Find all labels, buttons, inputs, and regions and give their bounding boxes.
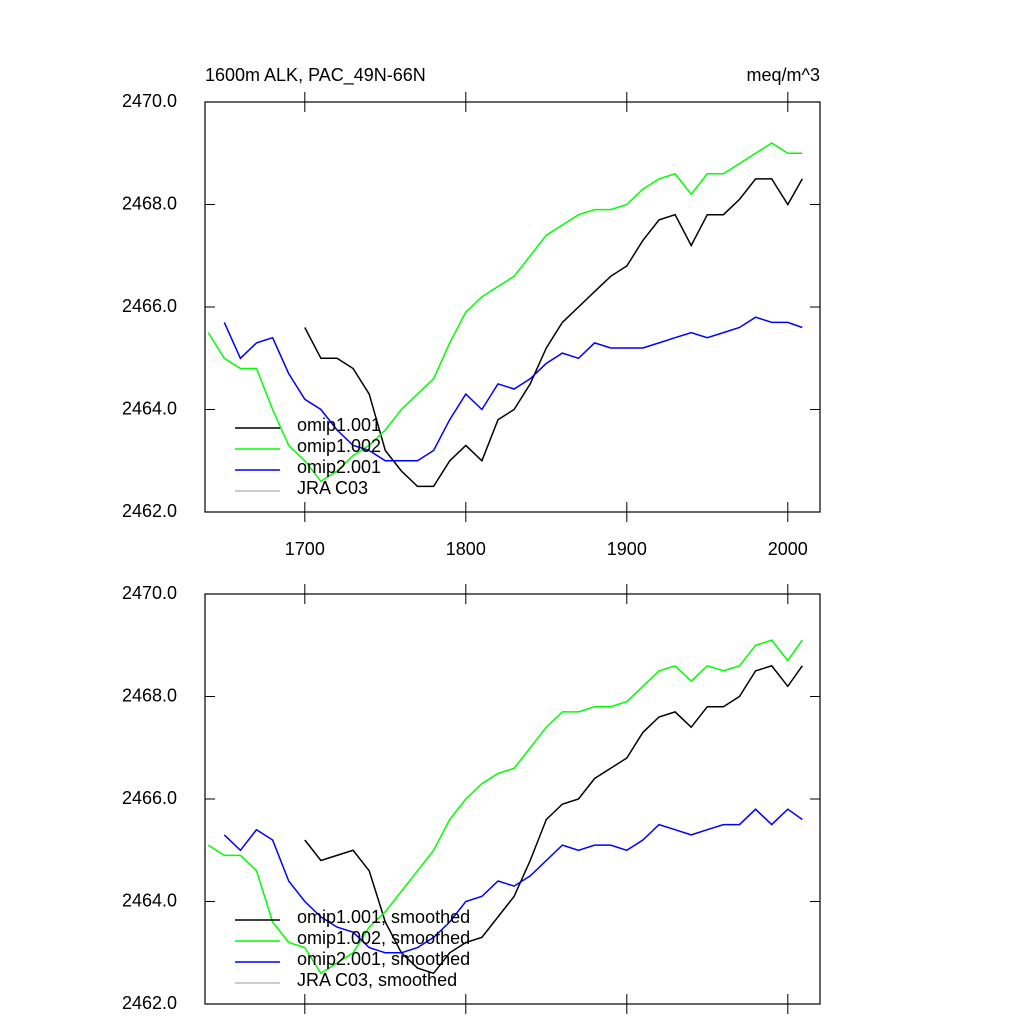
legend-label: omip2.001, smoothed	[297, 949, 470, 969]
legend-label: omip1.002	[297, 436, 381, 456]
legend-label: omip2.001	[297, 457, 381, 477]
y-tick-label: 2470.0	[122, 91, 177, 111]
right-title: meq/m^3	[747, 65, 820, 85]
left-title: 1600m ALK, PAC_49N-66N	[205, 65, 426, 86]
x-tick-label: 1800	[446, 539, 486, 559]
x-tick-label: 1900	[607, 539, 647, 559]
data-line	[207, 639, 803, 975]
y-tick-label: 2462.0	[122, 993, 177, 1013]
y-tick-label: 2462.0	[122, 501, 177, 521]
y-tick-label: 2466.0	[122, 788, 177, 808]
legend-label: JRA C03	[297, 478, 368, 498]
legend-label: omip1.001, smoothed	[297, 907, 470, 927]
legend-label: omip1.002, smoothed	[297, 928, 470, 948]
y-tick-label: 2464.0	[122, 398, 177, 418]
x-tick-label: 2000	[768, 539, 808, 559]
data-line	[304, 178, 803, 488]
data-line	[207, 142, 803, 483]
x-tick-label: 1700	[285, 539, 325, 559]
legend-label: omip1.001	[297, 415, 381, 435]
data-line	[223, 316, 803, 462]
y-tick-label: 2468.0	[122, 193, 177, 213]
data-line	[223, 808, 803, 954]
y-tick-label: 2466.0	[122, 296, 177, 316]
y-tick-label: 2470.0	[122, 583, 177, 603]
data-line	[304, 664, 803, 975]
y-tick-label: 2464.0	[122, 890, 177, 910]
legend-label: JRA C03, smoothed	[297, 970, 457, 990]
y-tick-label: 2468.0	[122, 685, 177, 705]
